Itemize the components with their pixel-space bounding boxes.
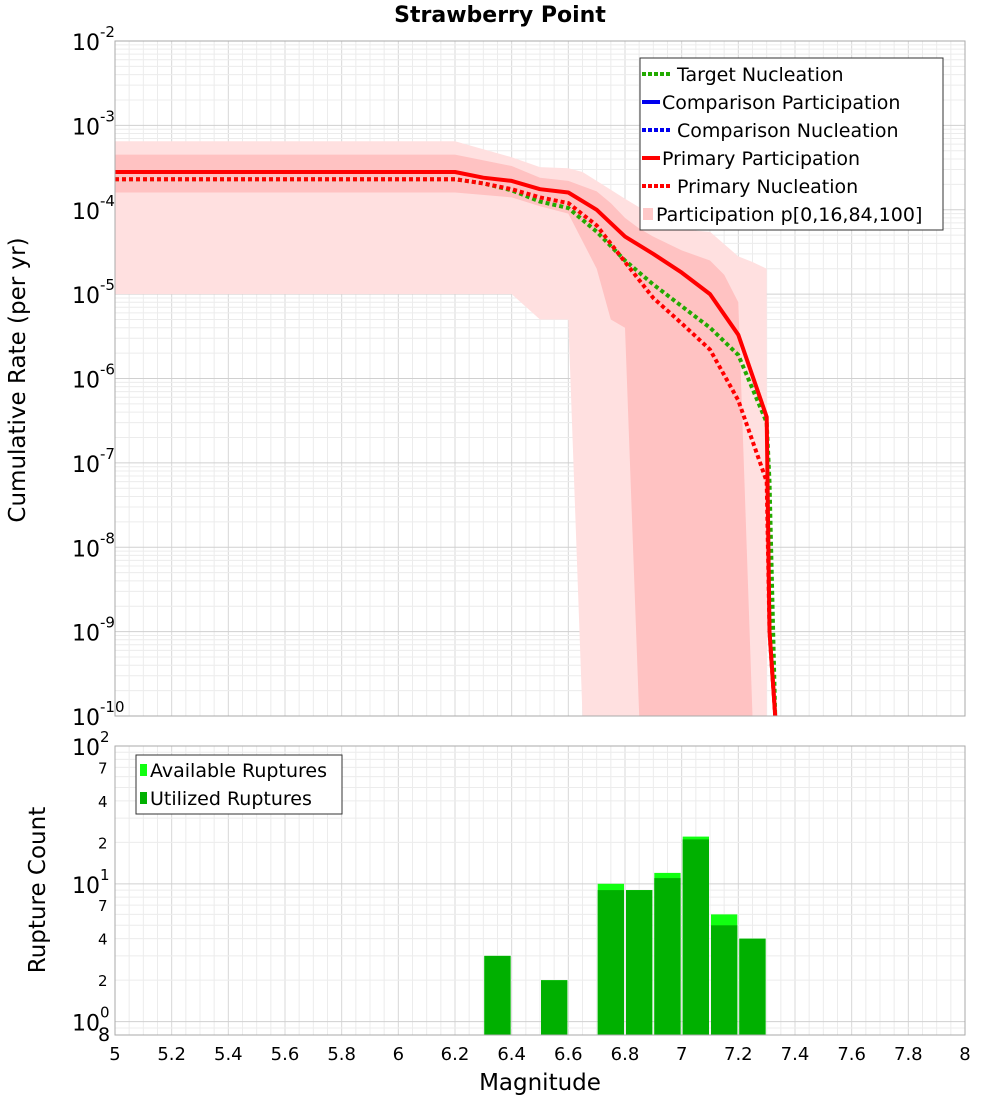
x-axis: 5 5.2 5.4 5.6 5.8 6 6.2 6.4 6.6 6.8 7 7.2 7.4 7.6 7.8 8 [109,1044,970,1065]
count-y-tick-label: 100 [72,1004,110,1037]
count-y-tick-minor-label: 4 [98,793,108,811]
rate-y-tick-label: 10-4 [72,192,115,225]
rate-y-tick-label: 10-7 [72,445,115,478]
count-y-tick-minor-label: 2 [98,972,108,990]
bar-utilized-ruptures [626,890,653,1035]
count-y-tick-minor-label: 7 [98,897,108,915]
x-tick-label: 8 [959,1044,970,1065]
bar-utilized-ruptures [597,890,624,1035]
count-y-axis-label: Rupture Count [25,807,51,973]
rate-legend: Target Nucleation Comparison Participatio… [639,57,944,231]
bar-utilized-ruptures [484,955,511,1035]
rate-y-axis: 10-10 10-9 10-8 10-7 10-6 10-5 10-4 10-3 10-2 [72,23,125,731]
legend-label: Comparison Nucleation [677,120,899,142]
rate-y-tick-label: 10-5 [72,276,115,309]
rate-y-tick-label: 10-6 [72,361,115,394]
count-y-tick-minor-label: 8 [98,1024,110,1046]
legend-swatch [643,208,653,220]
rate-lines [115,170,778,717]
legend-label: Comparison Participation [662,92,900,114]
rate-y-tick-label: 10-8 [72,529,115,562]
legend-swatch [140,764,147,776]
x-tick-label: 6.4 [497,1044,526,1065]
legend-label: Target Nucleation [676,64,844,86]
series-line-primary-participation [115,170,778,717]
legend-swatch [140,792,147,804]
x-tick-label: 5.6 [271,1044,300,1065]
legend-label: Utilized Ruptures [150,788,312,810]
count-y-tick-minor-label: 4 [98,931,108,949]
rate-y-tick-label: 10-3 [72,107,115,140]
rate-y-tick-label: 10-9 [72,614,115,647]
bar-utilized-ruptures [682,839,709,1035]
x-tick-label: 7 [676,1044,687,1065]
rate-bands [115,141,767,717]
count-y-tick-minor-label: 2 [98,834,108,852]
legend-label: Participation p[0,16,84,100] [656,204,922,226]
participation-band-1 [115,154,753,717]
legend-label: Available Ruptures [150,760,327,782]
x-tick-label: 7.4 [781,1044,810,1065]
bar-utilized-ruptures [541,980,568,1035]
count-legend-box [135,754,343,815]
x-tick-label: 5.2 [157,1044,186,1065]
count-plot-frame [114,745,966,1036]
bar-utilized-ruptures [711,925,738,1035]
x-tick-label: 7.6 [837,1044,866,1065]
x-tick-label: 5.8 [327,1044,356,1065]
x-tick-label: 7.2 [724,1044,753,1065]
legend-label: Primary Nucleation [677,176,858,198]
count-legend: Available Ruptures Utilized Ruptures [135,754,343,815]
count-y-tick-label: 102 [72,728,110,761]
x-tick-label: 6.8 [611,1044,640,1065]
bar-utilized-ruptures [739,938,766,1035]
count-bars [484,836,766,1035]
x-axis-label: Magnitude [479,1070,601,1096]
rate-plot-frame [114,40,966,717]
rate-y-axis-label: Cumulative Rate (per yr) [5,237,31,522]
rate-plot: 10-10 10-9 10-8 10-7 10-6 10-5 10-4 10-3 10-2 Cu… [5,23,966,731]
x-tick-label: 7.8 [894,1044,923,1065]
count-y-tick-minor-label: 7 [98,759,108,777]
x-tick-label: 6.6 [554,1044,583,1065]
chart-title: Strawberry Point [394,3,606,28]
x-tick-label: 6 [393,1044,404,1065]
bar-utilized-ruptures [654,878,681,1035]
rate-y-tick-label: 10-2 [72,23,115,56]
legend-label: Primary Participation [662,148,860,170]
x-tick-label: 5 [109,1044,120,1065]
rate-y-tick-label: 10-10 [72,698,125,731]
count-y-tick-label: 101 [72,866,110,899]
rate-legend-box [639,57,944,231]
x-tick-label: 5.4 [214,1044,243,1065]
series-line-primary-nucleation [115,177,778,717]
x-tick-label: 6.2 [441,1044,470,1065]
